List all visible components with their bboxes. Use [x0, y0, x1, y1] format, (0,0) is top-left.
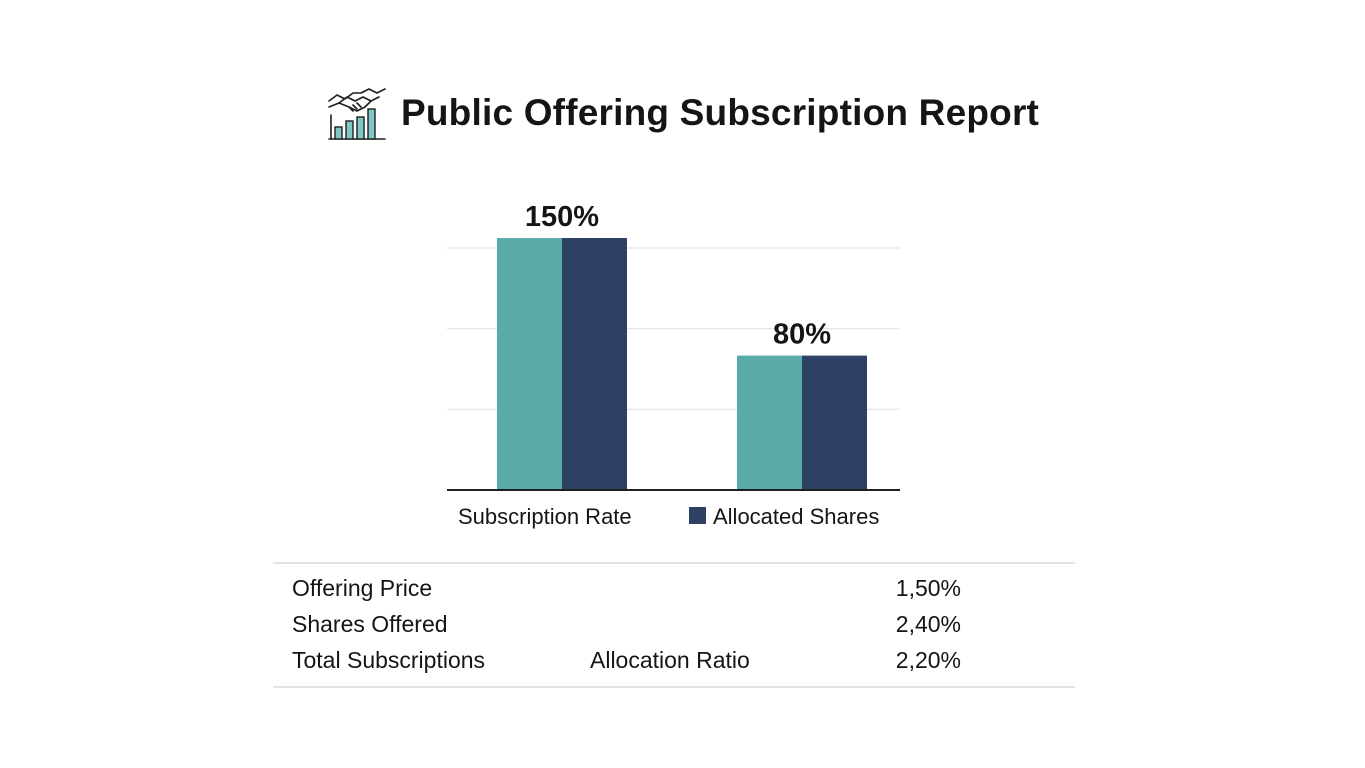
- page-title: Public Offering Subscription Report: [401, 92, 1040, 133]
- bar-chart-svg: 150% 80% Subscription Rate Allocated Shares: [447, 201, 900, 529]
- summary-row: Shares Offered 2,40%: [273, 611, 1075, 647]
- bar: [737, 355, 802, 490]
- summary-label: Total Subscriptions: [292, 647, 486, 673]
- bar: [497, 238, 562, 490]
- bar: [562, 238, 627, 490]
- summary-label: Shares Offered: [292, 611, 448, 637]
- bar-chart: 150% 80% Subscription Rate Allocated Shares: [430, 180, 920, 550]
- legend-label: Allocated Shares: [713, 504, 879, 529]
- handshake-chart-icon: [328, 88, 386, 140]
- summary-value: 2,40%: [895, 611, 961, 637]
- legend-label: Subscription Rate: [458, 504, 632, 529]
- summary-row: Total Subscriptions Allocation Ratio 2,2…: [273, 647, 1075, 683]
- summary-middle: Allocation Ratio: [590, 647, 750, 673]
- report-header: Public Offering Subscription Report: [325, 80, 1039, 146]
- summary-value: 2,20%: [895, 647, 961, 673]
- summary-value: 1,50%: [895, 575, 961, 601]
- data-label: 80%: [773, 319, 831, 351]
- bar: [802, 355, 867, 490]
- summary-row: Offering Price 1,50%: [273, 575, 1075, 611]
- summary-label: Offering Price: [292, 575, 433, 601]
- legend-swatch: [689, 507, 706, 524]
- data-label: 150%: [525, 201, 599, 233]
- summary-table: Offering Price 1,50% Shares Offered 2,40…: [273, 562, 1075, 688]
